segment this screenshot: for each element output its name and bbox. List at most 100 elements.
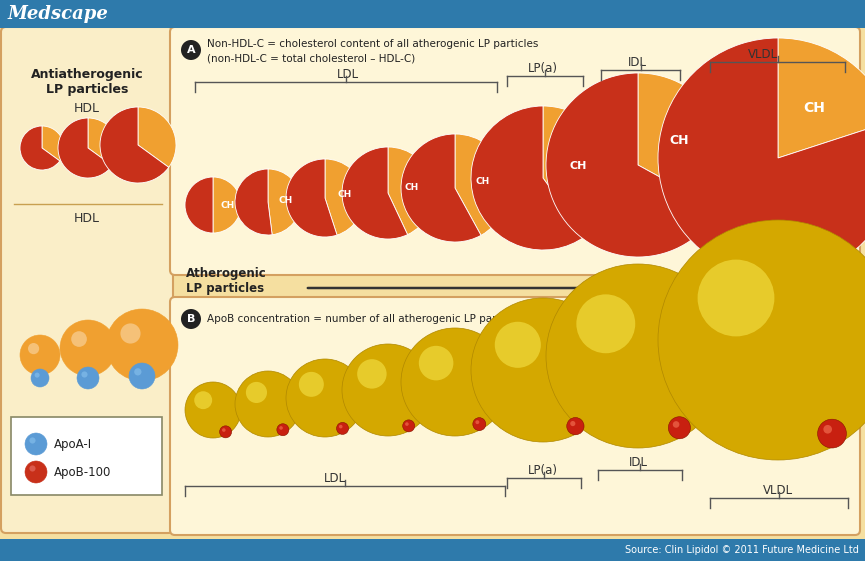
Wedge shape — [268, 169, 301, 234]
Text: Atherogenic
LP particles: Atherogenic LP particles — [186, 267, 266, 295]
Circle shape — [195, 391, 212, 409]
Wedge shape — [138, 107, 176, 167]
Circle shape — [357, 359, 387, 389]
Circle shape — [60, 320, 116, 376]
Text: CH: CH — [338, 190, 352, 199]
Circle shape — [342, 344, 434, 436]
Circle shape — [419, 346, 453, 380]
Circle shape — [181, 309, 201, 329]
Wedge shape — [286, 159, 337, 237]
Circle shape — [181, 40, 201, 60]
Circle shape — [20, 335, 60, 375]
Text: B: B — [187, 314, 195, 324]
Text: LDL: LDL — [337, 67, 359, 80]
Circle shape — [31, 369, 49, 387]
Text: IDL: IDL — [629, 456, 648, 468]
Text: Non-HDL-C = cholesterol content of all atherogenic LP particles: Non-HDL-C = cholesterol content of all a… — [207, 39, 538, 49]
Wedge shape — [388, 147, 434, 234]
Circle shape — [35, 373, 40, 378]
Wedge shape — [42, 126, 64, 161]
Circle shape — [495, 322, 541, 368]
Text: Source: Clin Lipidol © 2011 Future Medicine Ltd: Source: Clin Lipidol © 2011 Future Medic… — [625, 545, 859, 555]
Circle shape — [185, 382, 241, 438]
Wedge shape — [185, 177, 213, 233]
Text: CH: CH — [570, 162, 587, 172]
Circle shape — [29, 438, 35, 444]
Circle shape — [546, 264, 730, 448]
Circle shape — [120, 323, 140, 343]
Text: HDL: HDL — [74, 102, 100, 114]
FancyBboxPatch shape — [11, 417, 162, 495]
Wedge shape — [342, 147, 407, 239]
Text: ApoB-100: ApoB-100 — [54, 466, 112, 479]
Circle shape — [473, 417, 486, 431]
Text: CH: CH — [475, 177, 490, 186]
Wedge shape — [213, 177, 241, 233]
Circle shape — [299, 372, 324, 397]
Text: CH: CH — [221, 200, 234, 209]
Text: Medscape: Medscape — [8, 5, 109, 23]
Wedge shape — [58, 118, 112, 178]
Text: CH: CH — [404, 183, 419, 192]
Circle shape — [339, 425, 343, 429]
Text: Antiatherogenic
LP particles: Antiatherogenic LP particles — [30, 68, 144, 96]
Circle shape — [673, 421, 679, 427]
Circle shape — [277, 424, 289, 436]
Circle shape — [29, 466, 35, 472]
Circle shape — [576, 295, 635, 353]
Text: (non-HDL-C = total cholesterol – HDL-C): (non-HDL-C = total cholesterol – HDL-C) — [207, 53, 415, 63]
Circle shape — [81, 371, 87, 378]
Circle shape — [129, 363, 155, 389]
Circle shape — [567, 417, 584, 435]
FancyBboxPatch shape — [0, 539, 865, 561]
FancyBboxPatch shape — [1, 27, 173, 533]
Circle shape — [405, 422, 408, 426]
Wedge shape — [543, 106, 615, 236]
Text: CH: CH — [804, 100, 825, 114]
Circle shape — [25, 461, 47, 483]
Text: LP(a): LP(a) — [528, 463, 558, 476]
Circle shape — [71, 331, 87, 347]
Circle shape — [25, 433, 47, 455]
Wedge shape — [638, 73, 730, 209]
Wedge shape — [546, 73, 719, 257]
Circle shape — [823, 425, 832, 434]
Wedge shape — [401, 134, 481, 242]
Text: CH: CH — [278, 196, 292, 205]
Text: LP(a): LP(a) — [528, 62, 558, 75]
Circle shape — [279, 426, 283, 430]
Circle shape — [476, 420, 479, 424]
Wedge shape — [658, 38, 865, 278]
Circle shape — [658, 220, 865, 460]
Text: VLDL: VLDL — [748, 48, 778, 61]
Circle shape — [220, 426, 232, 438]
Wedge shape — [20, 126, 60, 170]
Circle shape — [134, 368, 142, 375]
Wedge shape — [455, 134, 509, 235]
FancyBboxPatch shape — [170, 27, 860, 275]
Wedge shape — [235, 169, 272, 235]
Circle shape — [28, 343, 39, 354]
Wedge shape — [471, 106, 586, 250]
Circle shape — [235, 371, 301, 437]
Circle shape — [222, 428, 226, 432]
FancyBboxPatch shape — [0, 0, 865, 28]
Circle shape — [817, 419, 846, 448]
Text: CH: CH — [670, 134, 689, 147]
Circle shape — [697, 260, 774, 337]
Text: ApoA-I: ApoA-I — [54, 438, 93, 450]
Wedge shape — [778, 38, 865, 158]
Wedge shape — [325, 159, 364, 235]
Circle shape — [403, 420, 414, 432]
Text: HDL: HDL — [74, 211, 100, 224]
Wedge shape — [100, 107, 169, 183]
Text: ApoB concentration = number of all atherogenic LP particles: ApoB concentration = number of all ather… — [207, 314, 524, 324]
Circle shape — [570, 421, 575, 426]
Text: LDL: LDL — [324, 471, 346, 485]
Circle shape — [77, 367, 99, 389]
Circle shape — [106, 309, 178, 381]
Text: IDL: IDL — [627, 56, 646, 68]
Text: VLDL: VLDL — [763, 484, 793, 496]
Circle shape — [669, 417, 690, 439]
Circle shape — [336, 422, 349, 434]
